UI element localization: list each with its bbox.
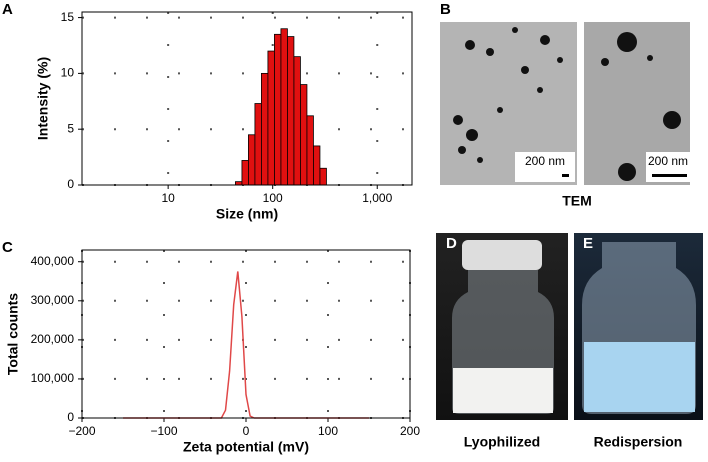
panel-label: D bbox=[446, 235, 457, 252]
bar bbox=[280, 28, 288, 186]
panel-label: E bbox=[583, 235, 593, 252]
y-tick-label: 400,000 bbox=[31, 254, 75, 268]
bar bbox=[267, 50, 275, 186]
x-tick-label: −200 bbox=[68, 424, 95, 438]
panel-label: B bbox=[440, 1, 451, 18]
x-tick-label: 0 bbox=[243, 424, 250, 438]
bar bbox=[241, 160, 249, 186]
bar bbox=[248, 134, 256, 186]
bar bbox=[300, 84, 308, 186]
x-tick-label: 100 bbox=[318, 424, 338, 438]
y-tick-label: 15 bbox=[61, 10, 75, 24]
bar bbox=[261, 72, 269, 186]
bar bbox=[313, 145, 321, 186]
line bbox=[123, 271, 369, 419]
scale-label: 200 nm bbox=[648, 154, 688, 168]
tem-particles bbox=[601, 32, 681, 181]
scale-label: 200 nm bbox=[525, 154, 565, 168]
x-tick-label: 10 bbox=[161, 191, 175, 205]
y-tick-label: 0 bbox=[67, 410, 74, 424]
x-tick-label: 200 bbox=[400, 424, 420, 438]
caption: Lyophilized bbox=[464, 434, 540, 450]
panel-label: A bbox=[2, 1, 13, 18]
scale-bar bbox=[562, 174, 569, 177]
vial-cap bbox=[462, 240, 542, 270]
x-tick-label: −100 bbox=[150, 424, 177, 438]
caption: Redispersion bbox=[594, 434, 683, 450]
y-tick-label: 5 bbox=[67, 121, 74, 135]
y-tick-label: 300,000 bbox=[31, 293, 75, 307]
y-tick-label: 100,000 bbox=[31, 371, 75, 385]
bar bbox=[274, 33, 282, 186]
y-tick-label: 0 bbox=[67, 177, 74, 191]
plot-frame bbox=[81, 11, 413, 186]
bar bbox=[235, 181, 243, 186]
y-tick-label: 200,000 bbox=[31, 332, 75, 346]
bar bbox=[306, 115, 314, 186]
plot-frame bbox=[81, 249, 411, 419]
y-axis-label: Total counts bbox=[5, 293, 21, 375]
caption: TEM bbox=[562, 193, 592, 209]
scale-bar bbox=[652, 174, 687, 177]
x-tick-label: 1,000 bbox=[362, 191, 392, 205]
dispersion bbox=[584, 342, 695, 412]
bar bbox=[254, 103, 262, 186]
tem-particles bbox=[453, 27, 563, 163]
y-axis-label: Intensity (%) bbox=[35, 57, 51, 140]
y-tick-label: 10 bbox=[61, 66, 75, 80]
powder bbox=[453, 368, 553, 413]
bar bbox=[319, 167, 327, 186]
bar bbox=[293, 56, 301, 186]
panel-label: C bbox=[2, 239, 13, 256]
x-tick-label: 100 bbox=[263, 191, 283, 205]
x-axis-label: Zeta potential (mV) bbox=[183, 439, 309, 455]
x-axis-label: Size (nm) bbox=[216, 206, 278, 222]
bar bbox=[287, 36, 295, 186]
